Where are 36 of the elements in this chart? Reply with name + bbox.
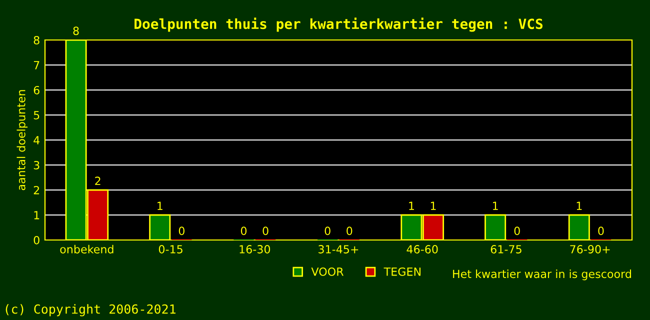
x-tick-label: 0-15 [158,245,182,254]
data-label: 1 [576,202,582,210]
x-axis-title: Het kwartier waar in is gescoord [453,270,631,280]
y-tick-label: 6 [34,86,40,94]
data-label: 0 [262,226,268,236]
data-label: 0 [346,226,352,236]
legend-label: TEGEN [384,267,420,276]
y-tick-label: 7 [34,61,40,70]
data-label: 2 [95,176,100,185]
y-tick-label: 5 [34,111,40,120]
y-tick-label: 1 [34,211,40,220]
x-tick-label: 61-75 [490,245,522,254]
x-tick-label: 76-90+ [570,245,610,254]
data-label: 0 [514,226,520,236]
x-tick-label: 31-45+ [318,245,358,254]
y-tick-label: 4 [34,136,40,144]
data-label: 1 [158,202,162,210]
legend-label: VOOR [311,267,344,276]
data-label: 0 [240,226,247,236]
y-tick-label: 2 [34,186,40,194]
y-tick-label: 0 [34,236,40,244]
data-label: 1 [409,202,414,210]
x-tick-label: 46-60 [406,245,438,254]
data-label: 1 [430,202,436,210]
x-tick-label: onbekend [60,244,114,254]
data-label: 0 [324,226,330,236]
chart-title: Doelpunten thuis per kwartierkwartier tegen : VCS [134,18,543,32]
y-tick-label: 8 [34,36,40,44]
data-label: 0 [178,226,184,236]
data-label: 8 [73,26,79,36]
data-label: 0 [598,226,604,236]
y-tick-label: 3 [34,160,40,170]
text: (c) Copyright 2006-2021 [6,304,176,316]
x-tick-label: 16-30 [240,245,270,254]
data-label: 1 [493,202,498,210]
y-axis-title: aantal doelpunten [16,90,28,190]
